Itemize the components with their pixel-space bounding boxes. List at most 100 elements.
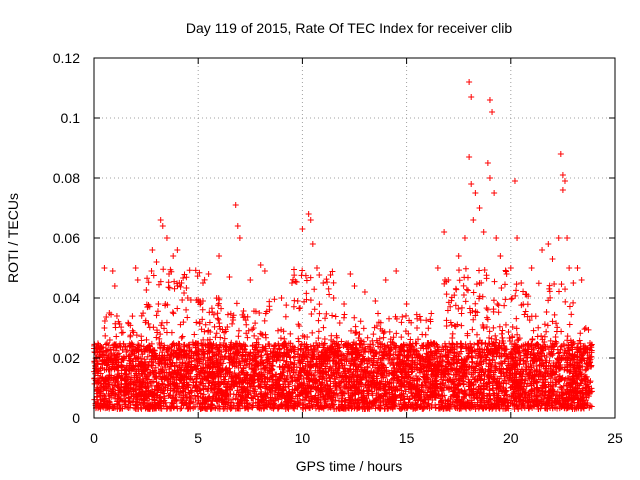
- data-point: [122, 383, 129, 390]
- data-point: [192, 267, 199, 274]
- data-point: [95, 387, 102, 394]
- data-point: [316, 271, 323, 278]
- data-point: [200, 279, 207, 286]
- data-point: [138, 405, 145, 412]
- data-point: [108, 311, 115, 318]
- data-point: [200, 356, 207, 363]
- data-point: [325, 285, 332, 292]
- data-point: [163, 329, 170, 336]
- data-point: [121, 401, 128, 408]
- data-point: [131, 404, 138, 411]
- data-point: [266, 303, 273, 310]
- data-point: [135, 347, 142, 354]
- data-point: [143, 287, 150, 294]
- data-point: [197, 301, 204, 308]
- data-point: [476, 267, 483, 274]
- data-point: [94, 400, 101, 407]
- data-point: [115, 363, 122, 370]
- data-point: [109, 382, 116, 389]
- data-point: [102, 332, 109, 339]
- data-point: [211, 323, 218, 330]
- data-point: [106, 399, 113, 406]
- data-point: [449, 330, 456, 337]
- data-point: [123, 362, 130, 369]
- data-point: [138, 370, 145, 377]
- data-point: [154, 329, 161, 336]
- data-point: [124, 386, 131, 393]
- data-point: [169, 309, 176, 316]
- data-point: [137, 404, 144, 411]
- data-point: [121, 399, 128, 406]
- data-point: [118, 364, 125, 371]
- data-point: [180, 392, 187, 399]
- data-point: [104, 361, 111, 368]
- data-point: [144, 275, 151, 282]
- data-point: [113, 377, 120, 384]
- data-point: [233, 300, 240, 307]
- data-point: [94, 390, 101, 397]
- data-point: [290, 303, 297, 310]
- data-point: [458, 322, 465, 329]
- data-point: [200, 336, 207, 343]
- data-point: [202, 321, 209, 328]
- data-point: [115, 393, 122, 400]
- chart-title: Day 119 of 2015, Rate Of TEC Index for r…: [186, 20, 513, 36]
- data-point: [122, 377, 129, 384]
- data-point: [170, 340, 177, 347]
- data-point: [127, 333, 134, 340]
- data-point: [154, 308, 161, 315]
- data-point: [92, 370, 99, 377]
- data-point: [193, 378, 200, 385]
- data-point: [101, 318, 108, 325]
- data-point: [93, 360, 100, 367]
- data-point: [393, 330, 400, 337]
- data-point: [177, 283, 184, 290]
- data-point: [134, 344, 141, 351]
- data-point: [235, 333, 242, 340]
- data-point: [483, 272, 490, 279]
- data-point: [323, 276, 330, 283]
- data-point: [308, 310, 315, 317]
- data-point: [375, 310, 382, 317]
- data-point: [138, 333, 145, 340]
- data-point: [97, 370, 104, 377]
- data-point: [328, 332, 335, 339]
- data-point: [133, 332, 140, 339]
- data-point: [486, 328, 493, 335]
- data-point: [123, 381, 130, 388]
- data-point: [261, 317, 268, 324]
- data-point: [174, 305, 181, 312]
- data-point: [217, 334, 224, 341]
- data-point: [122, 366, 129, 373]
- data-point: [180, 341, 187, 348]
- data-point: [177, 321, 184, 328]
- data-point: [481, 267, 488, 274]
- data-point: [163, 319, 170, 326]
- data-point: [458, 310, 465, 317]
- data-point: [290, 266, 297, 273]
- data-point: [142, 317, 149, 324]
- data-point: [470, 289, 477, 296]
- data-point: [215, 316, 222, 323]
- data-point: [94, 348, 101, 355]
- data-point: [179, 333, 186, 340]
- data-point: [370, 331, 377, 338]
- data-point: [262, 331, 269, 338]
- data-point: [174, 282, 181, 289]
- data-point: [462, 265, 469, 272]
- data-point: [131, 352, 138, 359]
- data-point: [97, 403, 104, 410]
- data-point: [503, 380, 510, 387]
- data-point: [105, 355, 112, 362]
- data-point: [136, 399, 143, 406]
- data-point: [235, 327, 242, 334]
- data-point: [122, 390, 129, 397]
- data-point: [204, 388, 211, 395]
- data-point: [130, 343, 137, 350]
- data-point: [136, 386, 143, 393]
- data-point: [96, 354, 103, 361]
- data-point: [103, 313, 110, 320]
- data-point: [161, 325, 168, 332]
- data-point: [167, 380, 174, 387]
- data-point: [157, 402, 164, 409]
